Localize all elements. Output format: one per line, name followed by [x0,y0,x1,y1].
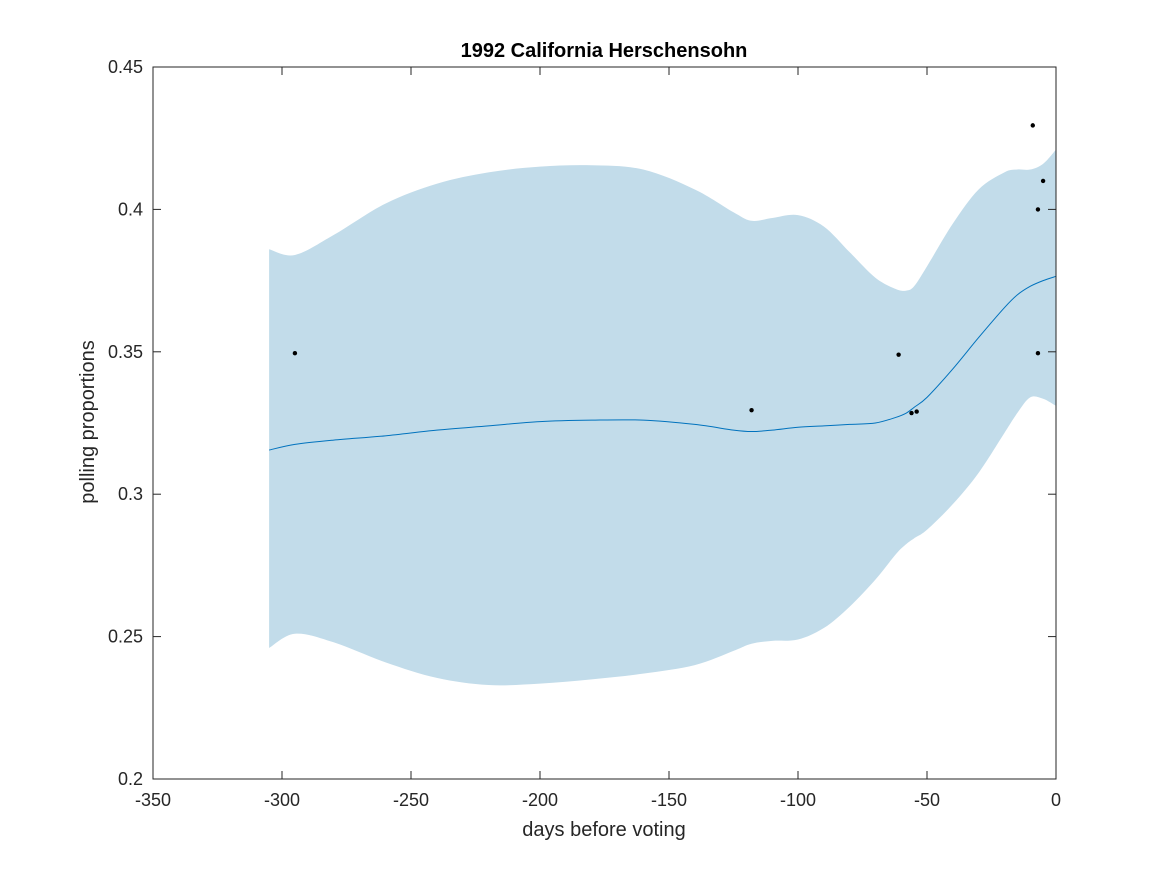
x-tick-label: 0 [1051,790,1061,810]
poll-point [1035,351,1041,356]
trend-line [268,275,1057,451]
y-tick-label: 0.45 [108,57,143,77]
axes-box [152,66,1057,780]
poll-point [1030,123,1035,128]
x-tick-label: -150 [651,790,687,810]
poll-point [896,352,901,357]
y-tick-label: 0.4 [118,199,143,219]
axes: -350 -300 -250 -200 -150 -100 -50 0 0.2 0.25 0.3 0.… [108,57,1061,810]
y-tick-label: 0.35 [108,342,143,362]
y-axis-title: polling proportions [77,340,99,503]
x-tick-label: -100 [780,790,816,810]
confidence-band [269,149,1057,686]
y-tick-label: 0.3 [118,484,143,504]
x-axis-title: days before voting [522,819,685,841]
y-tick-label: 0.25 [108,627,143,647]
poll-point [292,351,298,356]
x-tick-label: -350 [135,790,171,810]
x-tick-label: -50 [914,790,940,810]
chart-title: 1992 California Herschensohn [461,40,748,62]
poll-point [1040,178,1046,184]
poll-point [749,407,754,413]
x-tick-label: -200 [522,790,558,810]
poll-point [1035,207,1041,212]
x-tick-label: -300 [264,790,300,810]
x-tick-label: -250 [393,790,429,810]
poll-point [914,409,919,414]
y-tick-label: 0.2 [118,769,143,789]
plot-area [268,123,1057,686]
poll-point [909,410,914,416]
